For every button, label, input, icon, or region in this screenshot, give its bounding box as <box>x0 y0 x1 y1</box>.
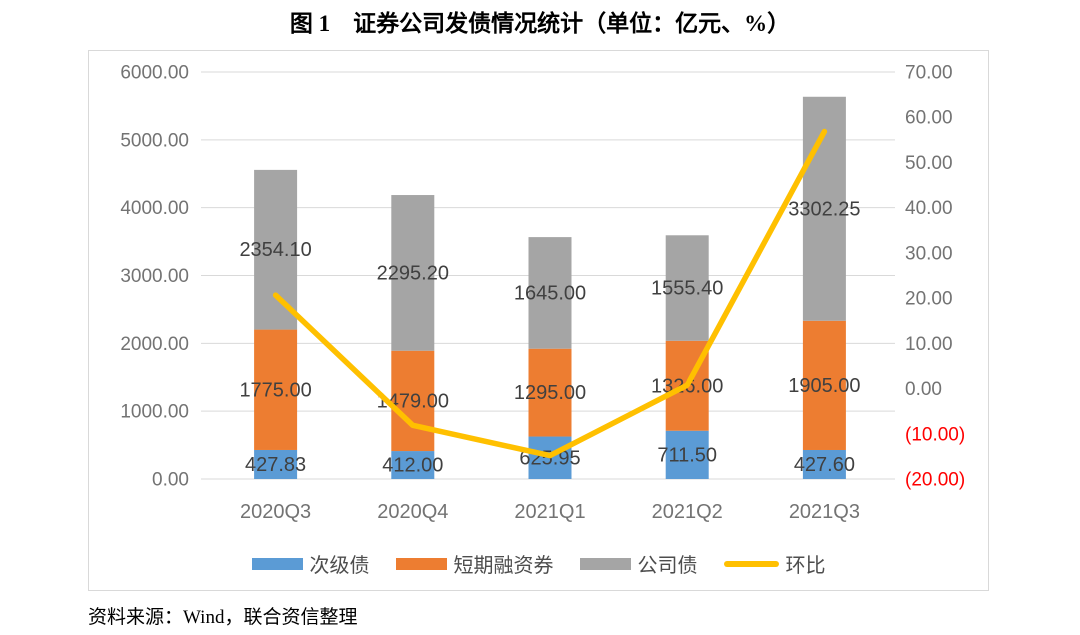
legend-color-swatch-icon <box>579 557 631 570</box>
bar-value-label: 1905.00 <box>788 375 860 397</box>
bar-segment <box>802 449 846 479</box>
chart-area: 0.00 1000.00 2000.00 3000.00 4000.00 5000.00 6… <box>88 50 989 591</box>
legend-line-swatch-icon <box>723 560 779 567</box>
left-axis-tick-label: 1000.00 <box>120 402 189 423</box>
bar-value-label: 427.60 <box>794 454 855 476</box>
legend-item-2: 公司债 <box>579 549 698 578</box>
bar-value-label: 1555.40 <box>651 278 723 300</box>
legend-item-1: 短期融资券 <box>395 549 554 578</box>
legend-label: 环比 <box>785 555 826 577</box>
bar-segment <box>528 237 572 349</box>
bar-segment <box>254 449 298 479</box>
x-axis-label: 2021Q1 <box>514 501 585 523</box>
right-axis-tick-label: 10.00 <box>905 334 953 355</box>
bar-segment <box>665 430 709 479</box>
x-axis-label: 2020Q3 <box>240 501 311 523</box>
bar-value-label: 711.50 <box>657 444 717 466</box>
bar-segment <box>254 329 298 450</box>
bar-value-label: 1775.00 <box>239 379 311 401</box>
chart-svg: 0.00 1000.00 2000.00 3000.00 4000.00 5000.00 6… <box>120 63 965 524</box>
bar-value-label: 1645.00 <box>514 282 586 304</box>
right-axis-tick-label: 20.00 <box>905 289 953 310</box>
left-axis-tick-label: 6000.00 <box>120 63 189 84</box>
right-axis-tick-label: (10.00) <box>905 424 965 445</box>
left-axis-tick-label: 0.00 <box>152 470 189 491</box>
bar-value-label: 1295.00 <box>514 382 586 404</box>
right-axis-tick-label: 0.00 <box>905 379 942 400</box>
bar-value-label: 3302.25 <box>788 198 860 220</box>
right-axis-tick-label: 50.00 <box>905 153 953 174</box>
left-axis-tick-label: 4000.00 <box>120 198 189 219</box>
legend-label: 短期融资券 <box>453 555 554 577</box>
bar-segment <box>254 169 298 330</box>
x-axis-label: 2020Q4 <box>377 501 448 523</box>
bar-value-label: 412.00 <box>382 455 443 477</box>
left-axis-tick-label: 5000.00 <box>120 130 189 151</box>
x-axis-label: 2021Q2 <box>652 501 723 523</box>
legend-item-3: 环比 <box>723 549 826 578</box>
bar-segment <box>391 195 435 351</box>
right-axis-tick-label: 60.00 <box>905 108 953 129</box>
legend-color-swatch-icon <box>251 557 303 570</box>
legend-label: 公司债 <box>637 555 698 577</box>
bar-segment <box>528 348 572 437</box>
source-note: 资料来源：Wind，联合资信整理 <box>88 607 358 628</box>
bar-value-label: 2354.10 <box>239 239 311 261</box>
left-axis-tick-label: 3000.00 <box>120 266 189 287</box>
legend-item-0: 次级债 <box>251 549 370 578</box>
chart-title: 图 1 证券公司发债情况统计（单位：亿元、%） <box>289 11 791 36</box>
right-axis-tick-label: 40.00 <box>905 198 953 219</box>
right-axis-tick-label: (20.00) <box>905 470 965 491</box>
legend-label: 次级债 <box>309 555 370 577</box>
right-axis-tick-label: 70.00 <box>905 63 953 84</box>
bar-segment <box>391 451 435 479</box>
legend-color-swatch-icon <box>395 557 447 570</box>
x-axis-label: 2021Q3 <box>789 501 860 523</box>
right-axis-tick-label: 30.00 <box>905 243 953 264</box>
bar-segment <box>802 320 846 450</box>
trend-line <box>272 128 828 459</box>
bar-segment <box>391 350 435 452</box>
left-axis-tick-label: 2000.00 <box>120 334 189 355</box>
bar-segment <box>665 235 709 341</box>
bar-value-label: 427.83 <box>245 454 306 476</box>
chart-legend: 次级债 短期融资券 公司债 环比 <box>89 549 988 578</box>
bar-value-label: 2295.20 <box>377 262 449 284</box>
